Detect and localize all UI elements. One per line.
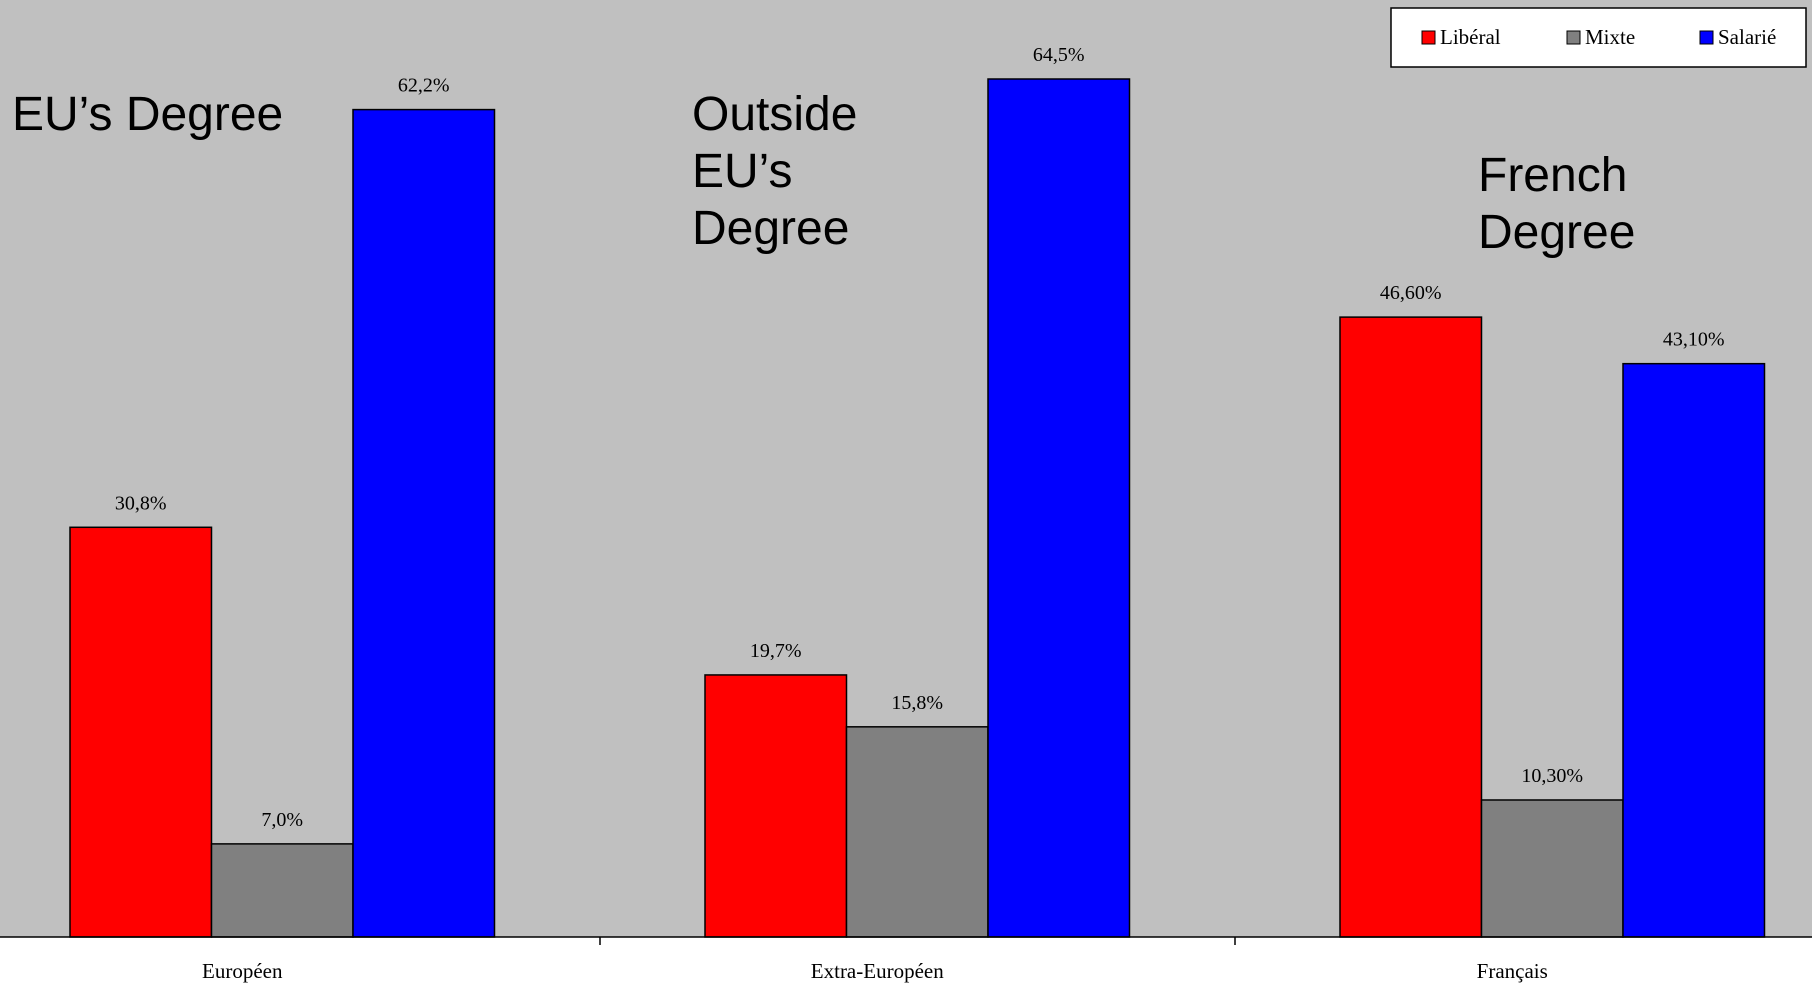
legend-label: Libéral xyxy=(1440,25,1501,49)
annotations-layer: EU’s Degree Outside EU’s Degree French Degree xyxy=(12,88,1635,259)
data-label: 62,2% xyxy=(398,75,450,97)
group-annotation: Outside EU’s Degree xyxy=(692,88,857,255)
category-label: Européen xyxy=(202,959,283,983)
legend-box xyxy=(1390,7,1807,68)
x-axis xyxy=(0,936,1812,945)
data-label: 64,5% xyxy=(1033,44,1085,66)
bar-salarié-2 xyxy=(987,78,1131,938)
data-labels-layer: 30,8% 7,0% 62,2% 19,7% 15,8% 64,5% 46,60% 10,30… xyxy=(115,44,1725,831)
group-annotation: French Degree xyxy=(1478,149,1635,259)
data-label: 10,30% xyxy=(1521,765,1583,787)
legend: Libéral Mixte Salarié xyxy=(1390,7,1807,68)
data-label: 19,7% xyxy=(750,640,802,662)
bar-mixte-1 xyxy=(210,843,354,938)
bar-libéral-1 xyxy=(69,526,213,938)
data-label: 46,60% xyxy=(1380,282,1442,304)
category-label: Extra-Européen xyxy=(811,959,944,983)
legend-label: Salarié xyxy=(1718,25,1776,49)
group-annotation: EU’s Degree xyxy=(12,88,283,141)
bar-salarié-3 xyxy=(1622,362,1766,938)
data-label: 43,10% xyxy=(1663,329,1725,351)
data-label: 15,8% xyxy=(891,692,943,714)
legend-swatch-salarié xyxy=(1699,30,1714,45)
legend-label: Mixte xyxy=(1585,25,1635,49)
bars-layer xyxy=(69,78,1766,938)
category-labels-layer: Européen Extra-Européen Français xyxy=(202,959,1548,983)
data-label: 7,0% xyxy=(261,809,303,831)
bar-mixte-3 xyxy=(1480,799,1624,938)
bar-libéral-2 xyxy=(704,674,848,938)
legend-swatch-libéral xyxy=(1421,30,1436,45)
bar-mixte-2 xyxy=(845,726,989,938)
bar-libéral-3 xyxy=(1339,316,1483,938)
data-label: 30,8% xyxy=(115,492,167,514)
bar-salarié-1 xyxy=(352,108,496,938)
category-label: Français xyxy=(1477,959,1548,983)
legend-swatch-mixte xyxy=(1566,30,1581,45)
